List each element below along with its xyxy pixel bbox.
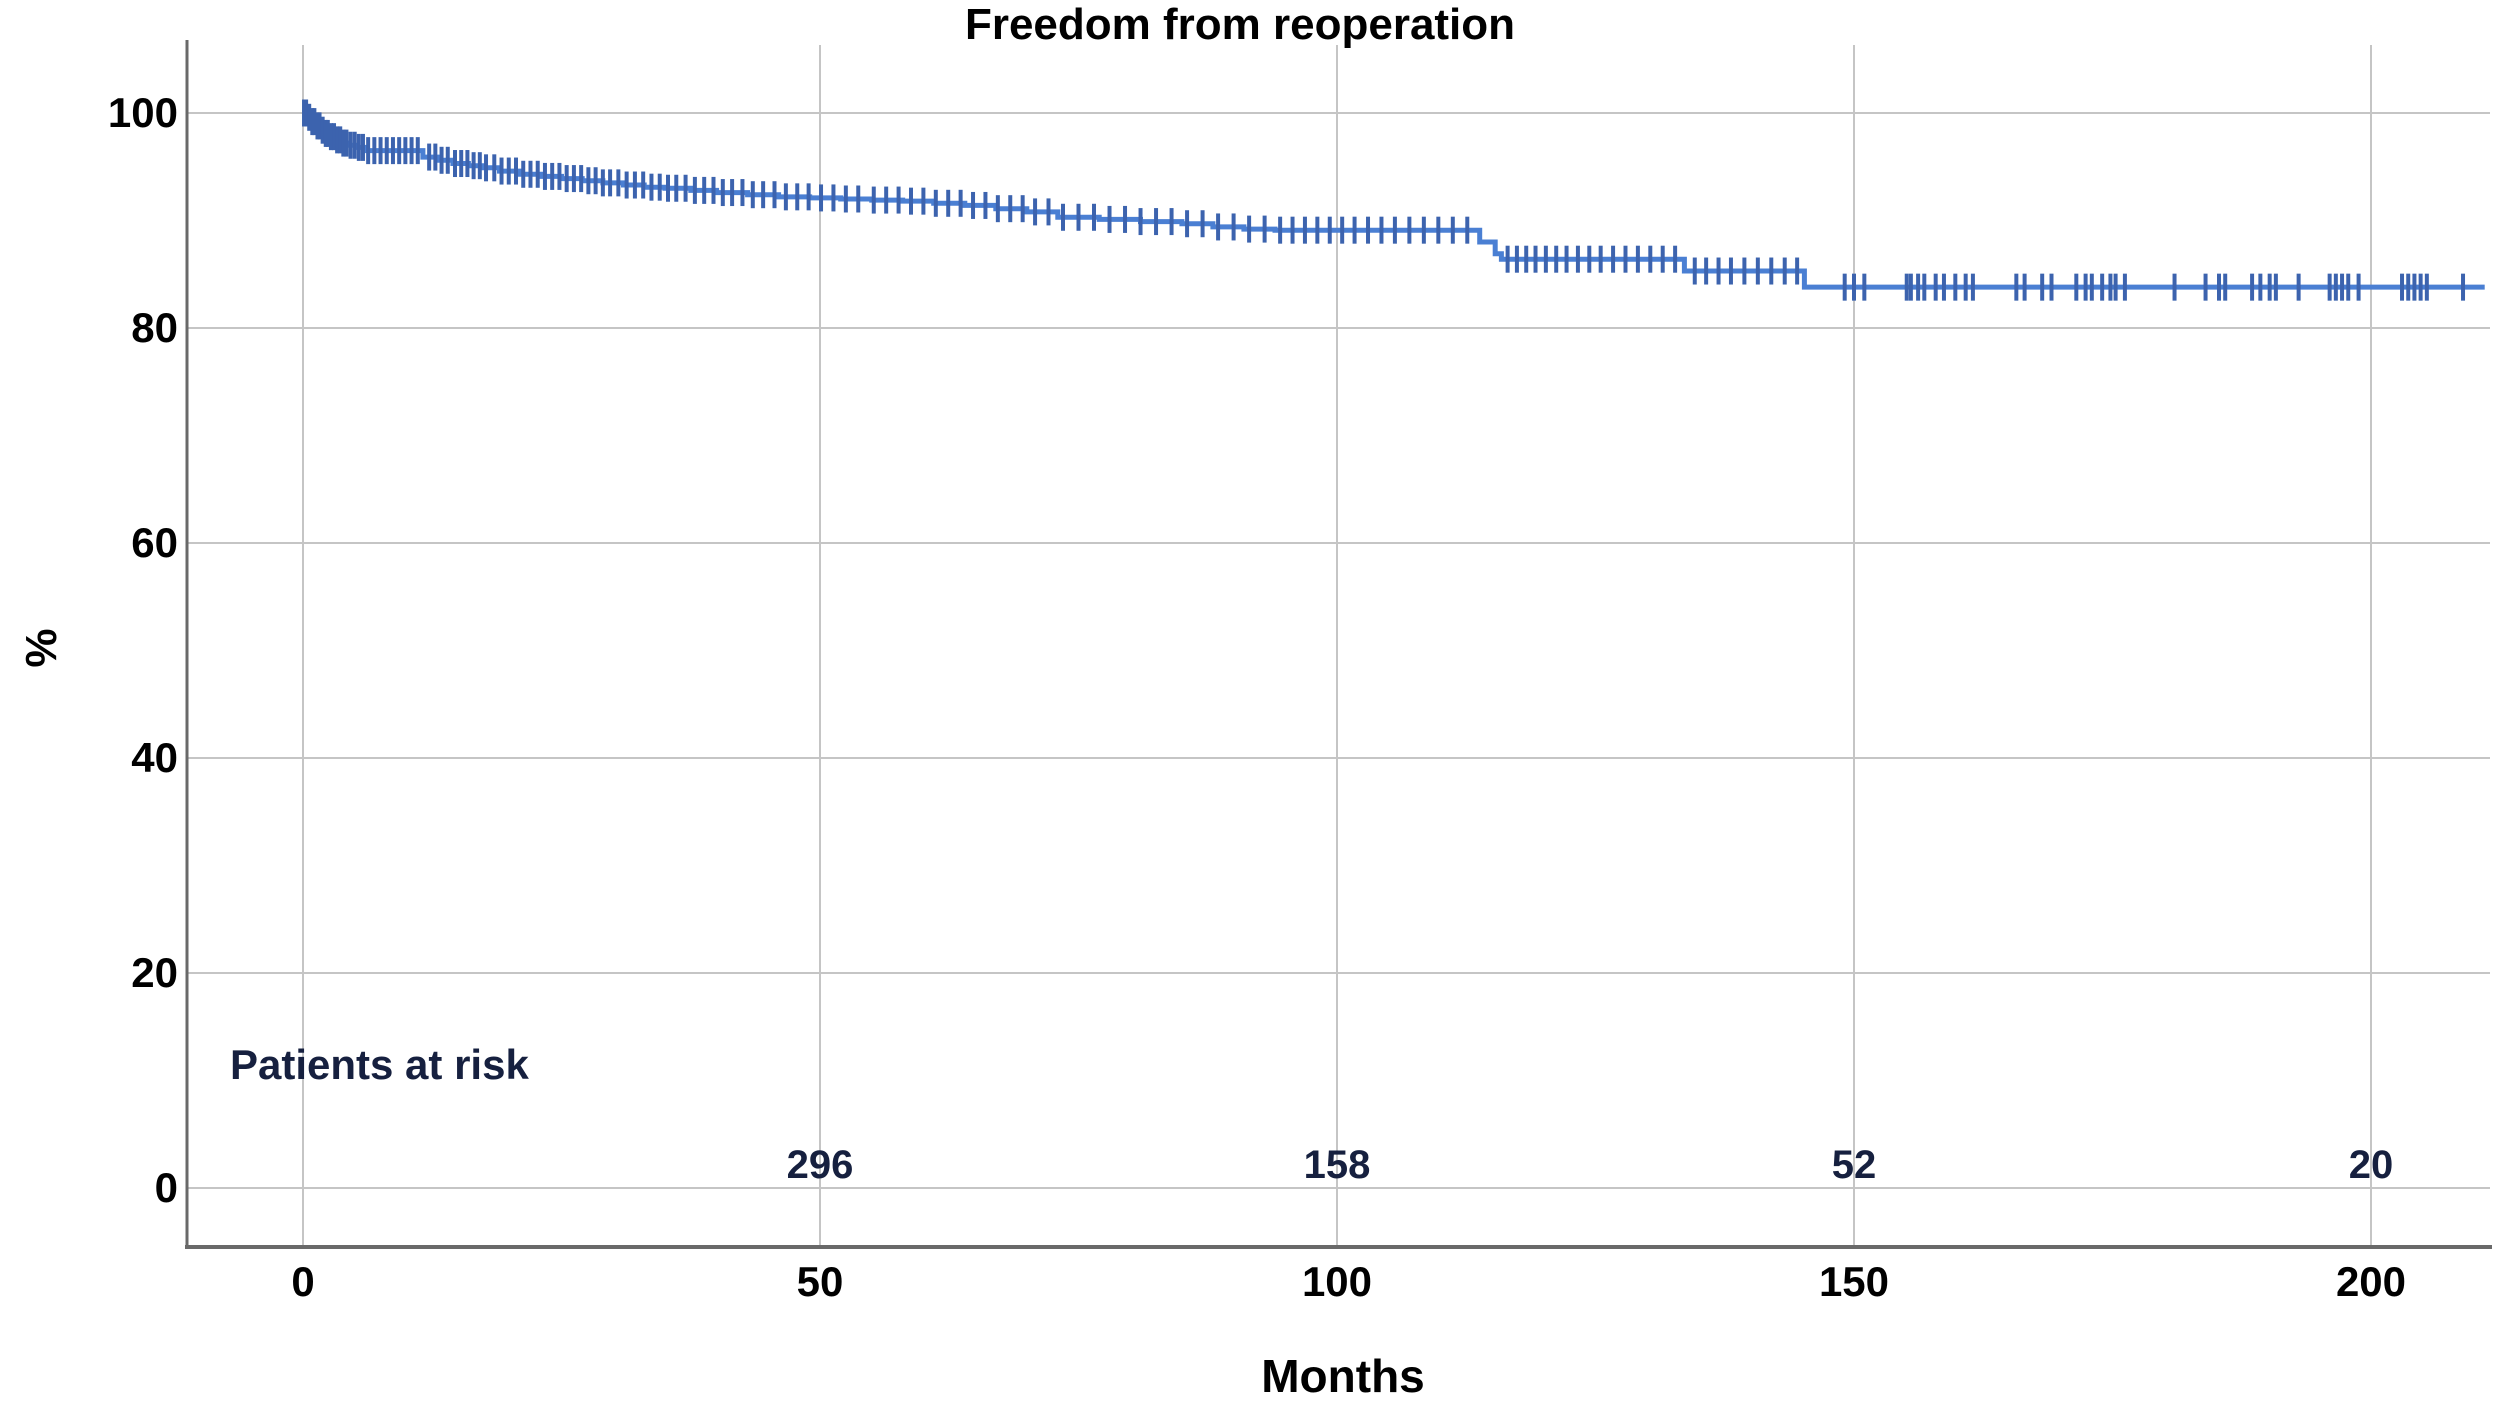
at-risk-count: 20 — [2348, 1143, 2394, 1187]
survival-curve — [303, 110, 2485, 290]
y-tick-label: 60 — [131, 519, 178, 566]
y-tick-label: 80 — [131, 304, 178, 351]
x-tick-label: 50 — [796, 1258, 844, 1305]
y-tick-label: 0 — [154, 1164, 178, 1211]
at-risk-count: 158 — [1303, 1143, 1371, 1187]
y-tick-label: 20 — [131, 949, 178, 996]
x-tick-label: 150 — [1818, 1258, 1890, 1305]
at-risk-count: 296 — [786, 1143, 854, 1187]
patients-at-risk-label: Patients at risk — [230, 1041, 529, 1088]
at-risk-count: 52 — [1831, 1143, 1877, 1187]
x-tick-label: 100 — [1301, 1258, 1373, 1305]
chart-title: Freedom from reoperation — [964, 0, 1516, 49]
y-tick-label: 40 — [131, 734, 178, 781]
x-axis-title: Months — [1261, 1350, 1425, 1402]
y-tick-label: 100 — [107, 89, 178, 136]
x-tick-label: 0 — [291, 1258, 315, 1305]
x-tick-label: 200 — [2335, 1258, 2407, 1305]
